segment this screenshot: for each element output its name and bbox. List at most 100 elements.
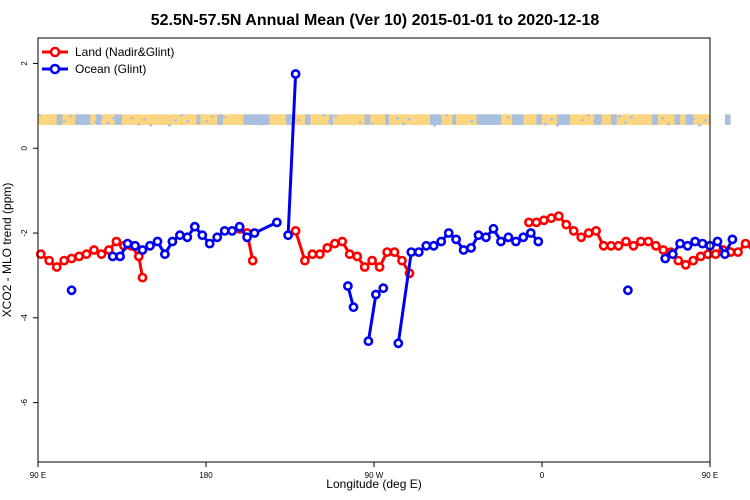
- legend-label-land: Land (Nadir&Glint): [75, 45, 174, 59]
- ocean-speck: [433, 124, 436, 127]
- ocean-point: [290, 69, 301, 79]
- ocean-speck: [75, 121, 78, 124]
- land-point: [367, 255, 377, 266]
- ocean-line: [286, 73, 298, 236]
- ocean-point: [667, 249, 678, 260]
- ocean-patch: [243, 114, 270, 125]
- ocean-speck: [57, 114, 60, 117]
- ocean-patch: [286, 114, 292, 125]
- ocean-point: [122, 238, 133, 249]
- land-point: [59, 255, 69, 266]
- ocean-speck: [297, 119, 300, 122]
- legend: Land (Nadir&Glint) Ocean (Glint): [42, 45, 174, 76]
- ocean-speck: [470, 120, 473, 123]
- ocean-point: [115, 251, 125, 262]
- ocean-speck: [334, 115, 337, 118]
- land-point: [44, 255, 55, 266]
- ocean-point: [159, 249, 170, 260]
- ocean-speck: [476, 115, 479, 118]
- ocean-speck: [328, 120, 331, 123]
- land-point: [389, 247, 400, 257]
- land-point: [553, 211, 564, 221]
- y-tick-label: -4: [20, 314, 29, 322]
- land-point: [546, 213, 557, 224]
- ocean-point: [283, 230, 293, 241]
- ocean-point: [481, 232, 491, 243]
- ocean-point: [212, 232, 223, 243]
- ocean-speck: [371, 122, 374, 125]
- ocean-speck: [556, 124, 559, 127]
- land-point: [374, 262, 385, 272]
- ocean-patch: [329, 114, 333, 125]
- series-layer: [35, 69, 750, 349]
- ocean-speck: [698, 124, 701, 127]
- ocean-speck: [143, 118, 146, 121]
- ocean-point: [271, 217, 282, 228]
- ocean-point: [137, 245, 148, 255]
- land-point: [337, 236, 348, 247]
- y-tick-label: -2: [20, 229, 29, 237]
- ocean-point: [406, 247, 417, 257]
- ocean-speck: [211, 115, 214, 118]
- ocean-speck: [69, 115, 72, 118]
- ocean-speck: [186, 120, 189, 123]
- ocean-speck: [260, 123, 263, 126]
- land-point: [628, 240, 639, 251]
- x-axis-label: Longitude (deg E): [326, 477, 421, 491]
- ocean-speck: [94, 121, 97, 124]
- ocean-speck: [322, 114, 325, 117]
- ocean-point: [436, 236, 447, 247]
- legend-item-land: Land (Nadir&Glint): [42, 45, 174, 59]
- y-axis-label: XCO2 - MLO trend (ppm): [0, 183, 14, 318]
- ocean-speck: [704, 119, 707, 122]
- ocean-speck: [223, 116, 226, 119]
- ocean-patch: [95, 114, 102, 125]
- ocean-speck: [63, 120, 66, 123]
- land-ocean-strip: [38, 114, 731, 127]
- land-point: [733, 247, 743, 257]
- ocean-patch: [452, 114, 457, 125]
- x-tick-label: 90 E: [30, 471, 46, 480]
- ocean-point: [533, 236, 544, 247]
- ocean-speck: [131, 117, 134, 120]
- ocean-speck: [137, 123, 140, 126]
- ocean-speck: [408, 118, 411, 121]
- ocean-point: [503, 232, 514, 243]
- ocean-point: [495, 236, 506, 247]
- x-tick-label: 90 W: [365, 471, 384, 480]
- ocean-point: [458, 245, 469, 255]
- ocean-point: [348, 302, 359, 313]
- ocean-speck: [482, 121, 485, 124]
- ocean-point: [675, 238, 685, 249]
- ocean-speck: [445, 114, 448, 117]
- ocean-speck: [365, 116, 368, 119]
- ocean-speck: [587, 114, 590, 117]
- ocean-speck: [519, 117, 522, 120]
- ocean-patch: [385, 114, 389, 125]
- ocean-speck: [692, 118, 695, 121]
- ocean-speck: [507, 116, 510, 119]
- ocean-speck: [149, 124, 152, 127]
- ocean-point: [511, 236, 521, 247]
- ocean-speck: [100, 116, 103, 119]
- land-point: [66, 253, 77, 264]
- ocean-speck: [630, 116, 633, 119]
- ocean-speck: [205, 120, 208, 123]
- ocean-speck: [513, 122, 516, 125]
- land-point: [397, 255, 407, 266]
- ocean-point: [473, 230, 484, 241]
- ocean-patch: [217, 114, 223, 125]
- ocean-speck: [624, 121, 627, 124]
- land-point: [307, 249, 318, 260]
- ocean-speck: [439, 119, 442, 122]
- land-point: [35, 249, 46, 260]
- y-tick-label: -6: [20, 399, 29, 407]
- ocean-patch: [304, 114, 311, 125]
- ocean-speck: [550, 118, 553, 121]
- ocean-patch: [364, 114, 371, 125]
- x-tick-label: 0: [540, 471, 545, 480]
- land-point: [81, 249, 92, 260]
- ocean-point: [189, 221, 200, 232]
- ocean-speck: [174, 119, 177, 122]
